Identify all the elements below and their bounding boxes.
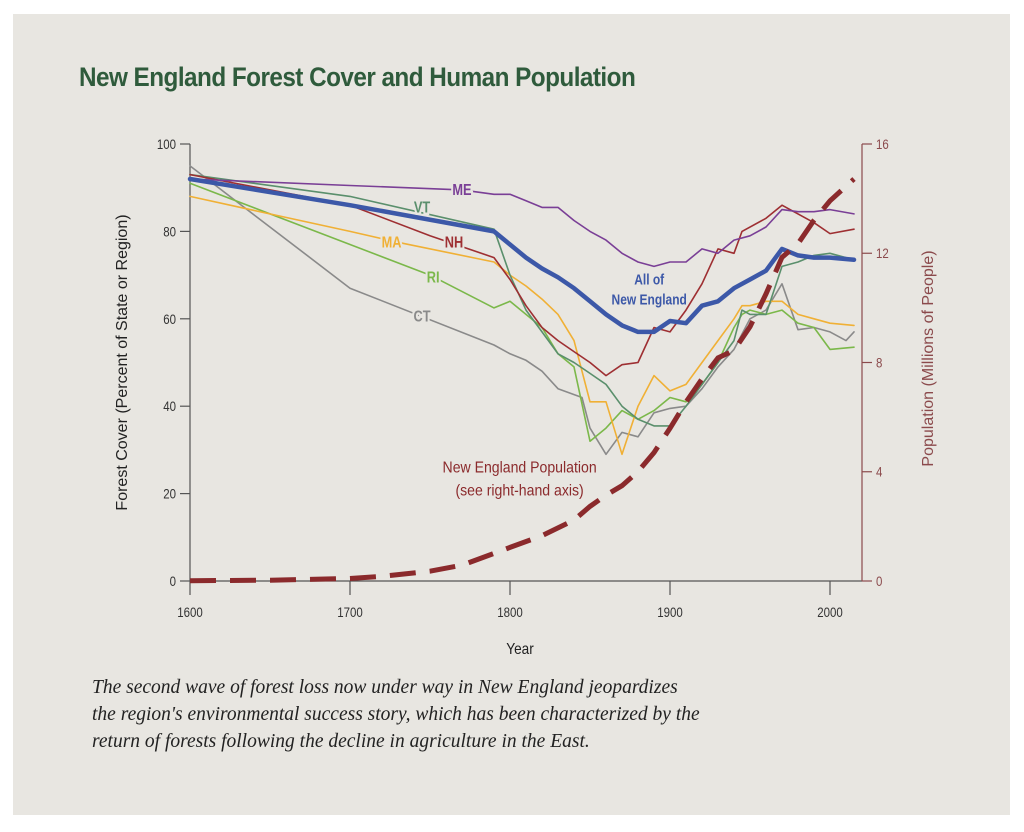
series-label: NH: [445, 234, 463, 252]
series-line-ma: [189, 195, 855, 456]
y2-tick-label: 4: [876, 464, 882, 480]
figure-panel: [13, 14, 1010, 815]
series-layer: [187, 165, 857, 584]
y2-tick-label: 0: [876, 573, 882, 589]
labels-layer: CT RI MA VT NH ME All of New England New England…: [379, 179, 687, 500]
series-line-ri: [189, 182, 855, 442]
series-line-population: [189, 177, 856, 584]
series-label: CT: [413, 308, 430, 326]
chart-title: New England Forest Cover and Human Popul…: [79, 62, 636, 92]
x-tick-label: 1900: [657, 604, 683, 620]
series-line-me: [189, 178, 855, 268]
y2-tick-label: 8: [876, 354, 882, 370]
y-tick-label: 80: [163, 223, 176, 239]
y-tick-label: 60: [163, 311, 176, 327]
x-tick-label: 2000: [817, 604, 843, 620]
caption-line: The second wave of forest loss now under…: [92, 677, 678, 698]
y2-axis-title: Population (Millions of People): [920, 250, 937, 466]
population-label: (see right-hand axis): [455, 482, 583, 500]
x-tick-label: 1600: [177, 604, 203, 620]
y2-tick-label: 12: [876, 245, 889, 261]
series-label: All of: [634, 271, 664, 288]
population-label: New England Population: [443, 459, 597, 477]
x-tick-label: 1700: [337, 604, 363, 620]
y-tick-label: 100: [157, 136, 176, 152]
caption-line: the region's environmental success story…: [92, 704, 700, 725]
series-label: ME: [452, 182, 471, 200]
series-line-all-of-new-england: [187, 176, 857, 335]
y-tick-label: 40: [163, 398, 176, 414]
y2-tick-label: 16: [876, 136, 889, 152]
series-label: RI: [427, 269, 440, 287]
x-axis-title: Year: [506, 641, 533, 658]
series-label: New England: [612, 291, 687, 308]
y-tick-label: 0: [170, 573, 176, 589]
y-tick-label: 20: [163, 485, 176, 501]
series-line-nh: [189, 173, 855, 377]
x-tick-label: 1800: [497, 604, 523, 620]
caption: The second wave of forest loss now under…: [92, 674, 972, 755]
series-line-vt: [189, 173, 855, 427]
series-label: VT: [414, 199, 430, 217]
caption-line: return of forests following the decline …: [92, 731, 590, 752]
series-label: MA: [382, 234, 402, 252]
y-axis-title: Forest Cover (Percent of State or Region…: [114, 214, 131, 510]
